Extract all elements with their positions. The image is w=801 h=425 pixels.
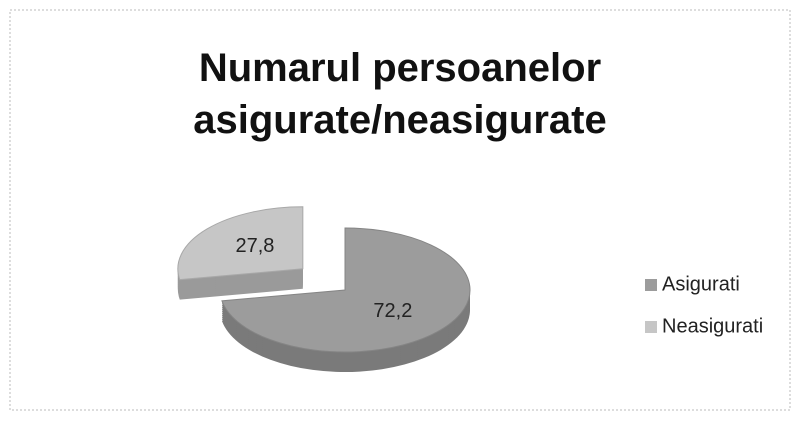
data-label: 72,2 [373, 300, 412, 322]
slice [177, 206, 304, 281]
frame [9, 9, 791, 411]
slice [221, 227, 471, 353]
data-label: 27,8 [235, 235, 274, 257]
chart-title: Numarul persoanelor asigurate/neasigurat… [193, 46, 607, 142]
legend-swatch [645, 321, 657, 333]
legend-swatch [645, 279, 657, 291]
legend-label: Neasigurati [662, 315, 763, 337]
legend-label: Asigurati [662, 273, 740, 295]
